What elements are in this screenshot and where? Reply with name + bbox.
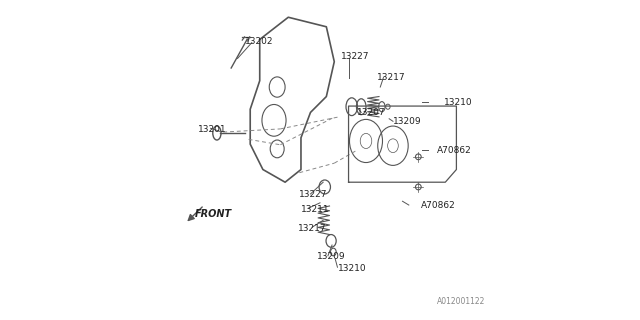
Text: 13201: 13201 bbox=[198, 125, 227, 134]
Text: 13210: 13210 bbox=[338, 264, 366, 273]
Text: 13209: 13209 bbox=[317, 252, 346, 261]
Text: 13217: 13217 bbox=[298, 224, 326, 233]
Text: A70862: A70862 bbox=[421, 202, 456, 211]
Text: 13227: 13227 bbox=[340, 52, 369, 61]
Text: 13227: 13227 bbox=[300, 190, 328, 199]
Text: A70862: A70862 bbox=[437, 146, 472, 155]
Text: 13209: 13209 bbox=[393, 117, 422, 126]
Text: A012001122: A012001122 bbox=[437, 297, 486, 306]
Text: 13210: 13210 bbox=[444, 99, 472, 108]
Text: 13211: 13211 bbox=[301, 205, 330, 214]
Text: FRONT: FRONT bbox=[195, 209, 232, 219]
Text: 13207: 13207 bbox=[356, 108, 385, 117]
Text: 13202: 13202 bbox=[246, 36, 274, 45]
Text: 13217: 13217 bbox=[377, 73, 406, 82]
